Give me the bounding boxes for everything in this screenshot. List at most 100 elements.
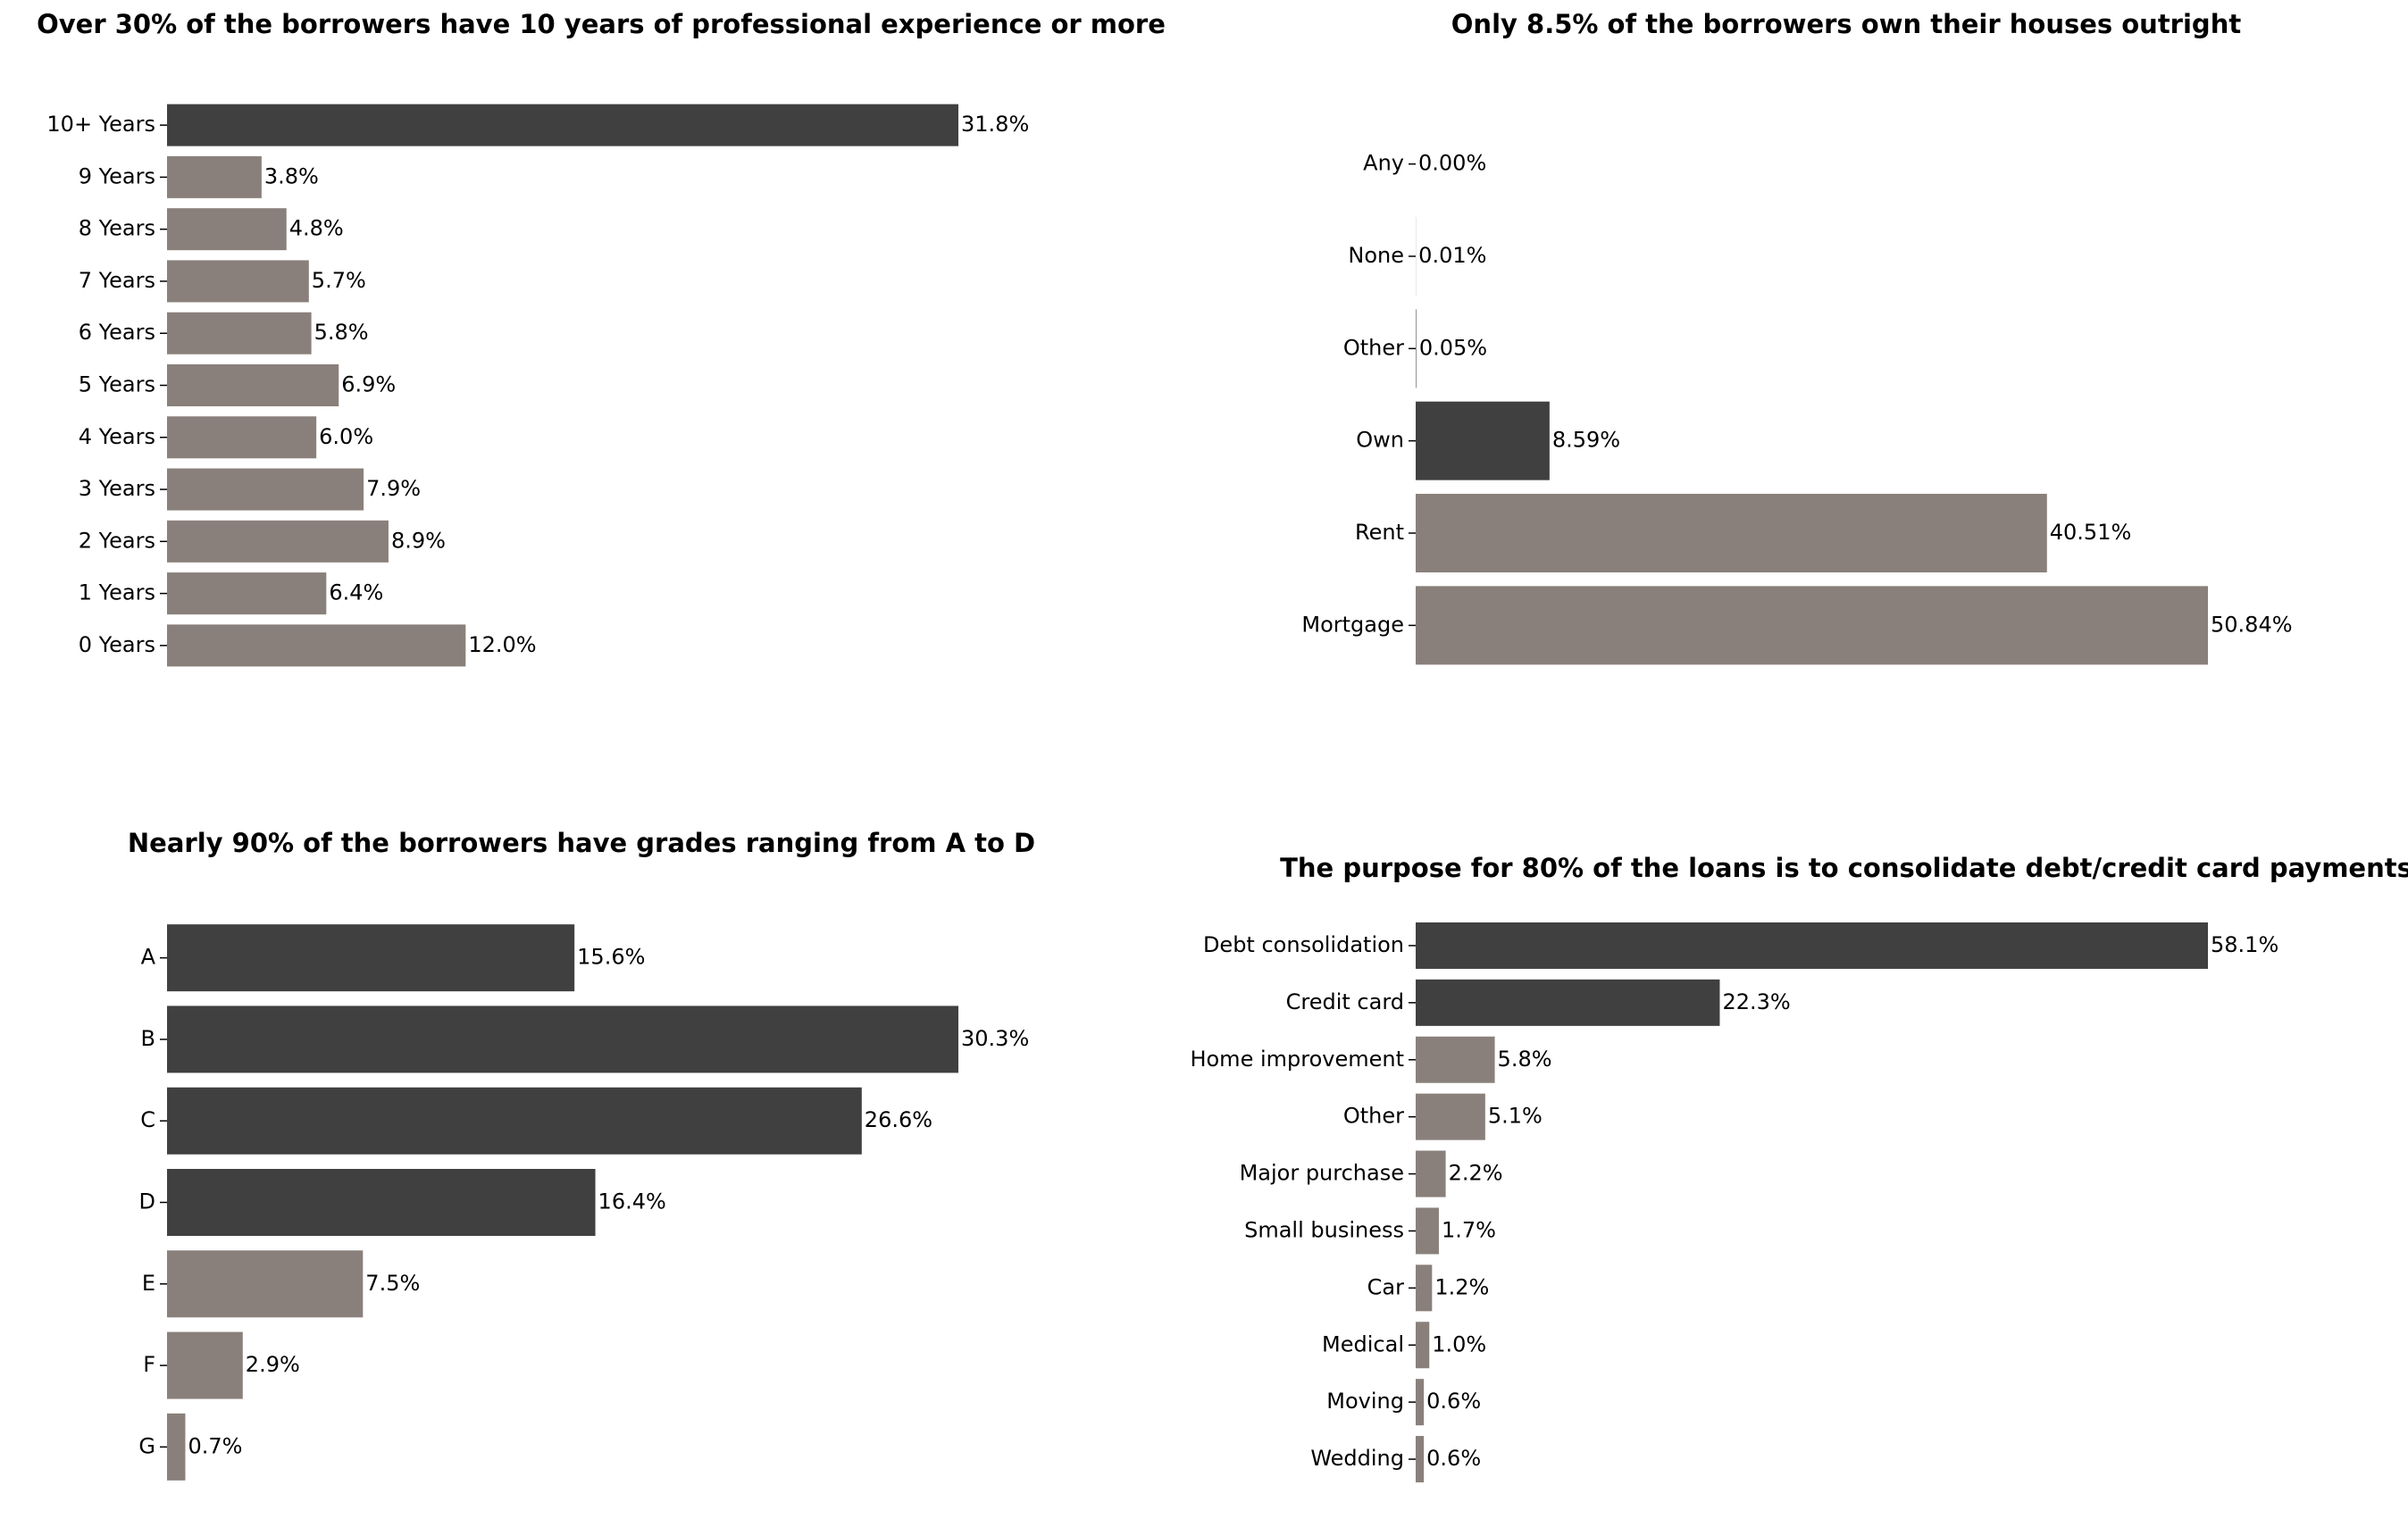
value-label: 15.6% (577, 945, 645, 970)
category-label: C (140, 1107, 155, 1132)
category-label: Other (1343, 335, 1404, 360)
value-label: 7.9% (366, 476, 421, 501)
value-label: 30.3% (961, 1026, 1029, 1051)
category-label: Mortgage (1301, 612, 1404, 637)
category-label: 0 Years (79, 632, 155, 657)
category-label: 10+ Years (46, 112, 155, 137)
value-label: 6.0% (319, 424, 373, 449)
value-label: 1.7% (1442, 1217, 1496, 1242)
value-label: 0.6% (1426, 1389, 1481, 1414)
category-label: Wedding (1310, 1446, 1404, 1471)
value-label: 7.5% (365, 1271, 420, 1296)
bar (167, 572, 327, 615)
value-label: 6.9% (341, 372, 396, 397)
value-label: 0.7% (188, 1433, 242, 1458)
category-label: E (142, 1271, 155, 1296)
bar (1416, 1436, 1425, 1483)
category-label: F (143, 1352, 155, 1377)
value-label: 26.6% (865, 1107, 932, 1132)
value-label: 0.05% (1419, 335, 1487, 360)
bar (167, 624, 466, 667)
chart-title: The purpose for 80% of the loans is to c… (1280, 853, 2408, 883)
category-label: 3 Years (79, 476, 155, 501)
category-label: Major purchase (1240, 1161, 1404, 1186)
category-label: B (141, 1026, 155, 1051)
bar (167, 1087, 862, 1155)
value-label: 3.8% (264, 163, 319, 188)
value-label: 5.7% (312, 268, 366, 293)
category-label: Car (1367, 1274, 1404, 1299)
bar (1416, 1093, 1485, 1140)
bar (1416, 1322, 1430, 1369)
chart-home-ownership: Only 8.5% of the borrowers own their hou… (1301, 9, 2293, 665)
bar (167, 468, 364, 511)
value-label: 12.0% (468, 632, 536, 657)
category-label: G (138, 1433, 155, 1458)
value-label: 1.0% (1432, 1331, 1486, 1356)
chart-title: Only 8.5% of the borrowers own their hou… (1451, 9, 2242, 39)
value-label: 40.51% (2050, 520, 2132, 545)
bar (167, 1413, 186, 1481)
value-label: 0.6% (1426, 1446, 1481, 1471)
value-label: 50.84% (2211, 612, 2293, 637)
chart-grades: Nearly 90% of the borrowers have grades … (128, 828, 1035, 1481)
category-label: Home improvement (1190, 1047, 1404, 1072)
chart-title: Nearly 90% of the borrowers have grades … (128, 828, 1035, 858)
value-label: 2.2% (1449, 1161, 1503, 1186)
value-label: 0.00% (1418, 151, 1486, 176)
bar (1416, 1036, 1495, 1083)
bar (1416, 979, 1720, 1026)
bar (167, 155, 262, 198)
bar (167, 416, 317, 459)
category-label: 7 Years (79, 268, 155, 293)
category-label: Own (1356, 428, 1404, 453)
value-label: 0.01% (1418, 243, 1486, 268)
bar (167, 1169, 596, 1236)
value-label: 5.8% (1498, 1047, 1552, 1072)
bar (167, 1331, 243, 1399)
category-label: Other (1343, 1104, 1404, 1129)
category-label: Rent (1355, 520, 1404, 545)
category-label: Any (1363, 151, 1404, 176)
bar (1416, 1379, 1425, 1426)
value-label: 8.9% (391, 528, 446, 553)
category-label: None (1348, 243, 1404, 268)
bar (167, 260, 309, 303)
category-label: Debt consolidation (1203, 932, 1404, 957)
value-label: 6.4% (329, 580, 383, 605)
bar (167, 924, 575, 992)
value-label: 5.1% (1488, 1104, 1543, 1129)
bar (1416, 922, 2208, 969)
bar (1416, 309, 1417, 388)
category-label: Small business (1244, 1217, 1404, 1242)
category-label: 2 Years (79, 528, 155, 553)
bar (167, 104, 958, 146)
bar (1416, 401, 1550, 480)
bar (167, 364, 339, 406)
category-label: 6 Years (79, 320, 155, 345)
category-label: Medical (1322, 1331, 1404, 1356)
category-label: 5 Years (79, 372, 155, 397)
category-label: A (141, 945, 156, 970)
value-label: 58.1% (2211, 932, 2278, 957)
category-label: 1 Years (79, 580, 155, 605)
category-label: 4 Years (79, 424, 155, 449)
category-label: Moving (1326, 1389, 1404, 1414)
bar (167, 1005, 958, 1073)
value-label: 8.59% (1552, 428, 1620, 453)
bar (1416, 1150, 1446, 1197)
bar (1416, 586, 2208, 665)
chart-title: Over 30% of the borrowers have 10 years … (37, 9, 1166, 39)
chart-loan-purpose: The purpose for 80% of the loans is to c… (1190, 853, 2408, 1483)
value-label: 22.3% (1722, 989, 1790, 1014)
bar (167, 208, 287, 251)
chart-experience: Over 30% of the borrowers have 10 years … (37, 9, 1166, 667)
category-label: 9 Years (79, 163, 155, 188)
value-label: 5.8% (314, 320, 369, 345)
bar (167, 1250, 364, 1318)
value-label: 31.8% (961, 112, 1029, 137)
value-label: 16.4% (598, 1189, 666, 1214)
category-label: Credit card (1286, 989, 1404, 1014)
bar (167, 312, 312, 355)
